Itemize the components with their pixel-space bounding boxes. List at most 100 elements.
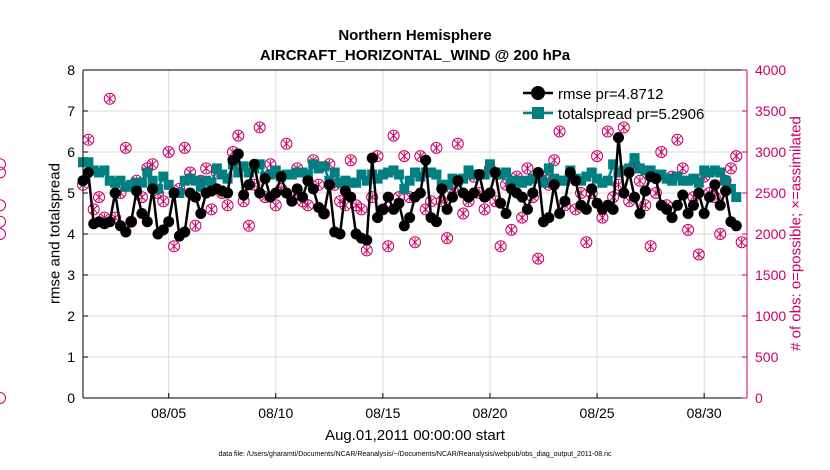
totalspread-point xyxy=(335,177,346,188)
obs-assimilated-point xyxy=(389,131,398,141)
obs-assimilated-point xyxy=(121,143,130,153)
rmse-point xyxy=(720,185,732,197)
obs-possible-point xyxy=(0,158,6,171)
y-tick-label-left: 6 xyxy=(67,144,75,160)
obs-possible-point xyxy=(580,236,593,249)
rmse-point xyxy=(372,212,384,224)
obs-assimilated-point xyxy=(496,241,505,251)
rmse-point xyxy=(543,212,555,224)
totalspread-point xyxy=(522,175,533,186)
obs-assimilated-point xyxy=(84,135,93,145)
obs-possible-point xyxy=(430,141,443,154)
obs-possible-point xyxy=(494,240,507,253)
obs-possible-point xyxy=(516,211,529,224)
obs-possible-point xyxy=(441,232,454,245)
obs-possible-point xyxy=(553,125,566,138)
rmse-point xyxy=(612,132,624,144)
totalspread-point xyxy=(501,167,512,178)
totalspread-point xyxy=(206,177,217,188)
obs-possible-point xyxy=(387,129,400,142)
totalspread-point xyxy=(517,177,528,188)
rmse-point xyxy=(136,208,148,219)
obs-assimilated-point xyxy=(518,213,526,223)
obs-assimilated-point xyxy=(164,147,173,157)
totalspread-point xyxy=(399,183,410,194)
totalspread-point xyxy=(554,175,565,186)
rmse-point xyxy=(629,191,641,203)
rmse-point xyxy=(607,203,619,215)
obs-assimilated-point xyxy=(432,143,441,153)
y-tick-label-right: 500 xyxy=(755,349,779,365)
rmse-point xyxy=(189,191,201,203)
x-tick-label: 08/15 xyxy=(365,405,400,421)
rmse-point xyxy=(452,175,464,187)
rmse-point xyxy=(554,208,566,219)
obs-possible-point xyxy=(93,191,106,204)
obs-possible-point xyxy=(200,162,213,175)
totalspread-point xyxy=(281,169,292,180)
y-tick-label-right: 0 xyxy=(755,390,763,406)
totalspread-point xyxy=(136,177,147,188)
totalspread-point xyxy=(120,181,131,192)
obs-assimilated-point xyxy=(453,139,462,149)
totalspread-point xyxy=(431,169,442,180)
totalspread-point xyxy=(88,165,99,176)
totalspread-point xyxy=(667,175,678,186)
totalspread-point xyxy=(731,192,742,203)
obs-assimilated-point xyxy=(105,94,114,104)
rmse-point xyxy=(570,175,582,187)
rmse-point xyxy=(623,167,635,178)
obs-assimilated-point xyxy=(421,204,430,214)
rmse-point xyxy=(382,191,394,203)
obs-assimilated-point xyxy=(459,209,468,218)
rmse-point xyxy=(307,183,319,195)
y-tick-label-left: 2 xyxy=(67,308,75,324)
totalspread-point xyxy=(110,177,121,188)
obs-possible-point xyxy=(730,150,743,163)
obs-assimilated-point xyxy=(636,176,644,186)
rmse-point xyxy=(698,208,710,219)
totalspread-point xyxy=(640,165,651,176)
totalspread-point xyxy=(677,175,688,186)
rmse-point xyxy=(436,183,448,195)
obs-assimilated-point xyxy=(523,163,532,173)
obs-possible-point xyxy=(398,150,411,163)
rmse-point xyxy=(580,203,592,215)
totalspread-point xyxy=(222,173,233,184)
obs-assimilated-point xyxy=(582,237,591,247)
totalspread-point xyxy=(94,167,105,178)
y-tick-label-right: 4000 xyxy=(755,62,786,78)
obs-possible-point xyxy=(505,223,518,236)
y-tick-label-right: 3500 xyxy=(755,103,786,119)
obs-assimilated-point xyxy=(255,122,264,132)
totalspread-point xyxy=(704,167,715,178)
obs-possible-point xyxy=(676,162,689,175)
rmse-point xyxy=(222,187,234,199)
totalspread-point xyxy=(426,167,437,178)
rmse-point xyxy=(489,167,501,178)
obs-assimilated-point xyxy=(234,131,243,141)
obs-assimilated-point xyxy=(180,143,189,153)
obs-assimilated-point xyxy=(673,135,682,145)
rmse-point xyxy=(141,216,153,228)
rmse-point xyxy=(345,191,357,203)
obs-possible-point xyxy=(366,191,379,204)
rmse-point xyxy=(559,195,571,207)
obs-possible-point xyxy=(682,223,695,236)
obs-possible-point xyxy=(521,162,534,175)
x-tick-label: 08/05 xyxy=(151,405,186,421)
obs-possible-point xyxy=(355,203,368,216)
totalspread-point xyxy=(602,175,613,186)
totalspread-point xyxy=(308,159,319,170)
obs-possible-point xyxy=(532,252,545,265)
obs-possible-point xyxy=(146,158,159,171)
totalspread-point xyxy=(709,165,720,176)
obs-assimilated-point xyxy=(207,204,216,214)
obs-assimilated-point xyxy=(678,163,687,173)
totalspread-point xyxy=(201,175,212,186)
rmse-point xyxy=(714,199,726,211)
totalspread-point xyxy=(233,167,244,178)
totalspread-point xyxy=(318,161,329,172)
obs-assimilated-point xyxy=(550,155,559,165)
